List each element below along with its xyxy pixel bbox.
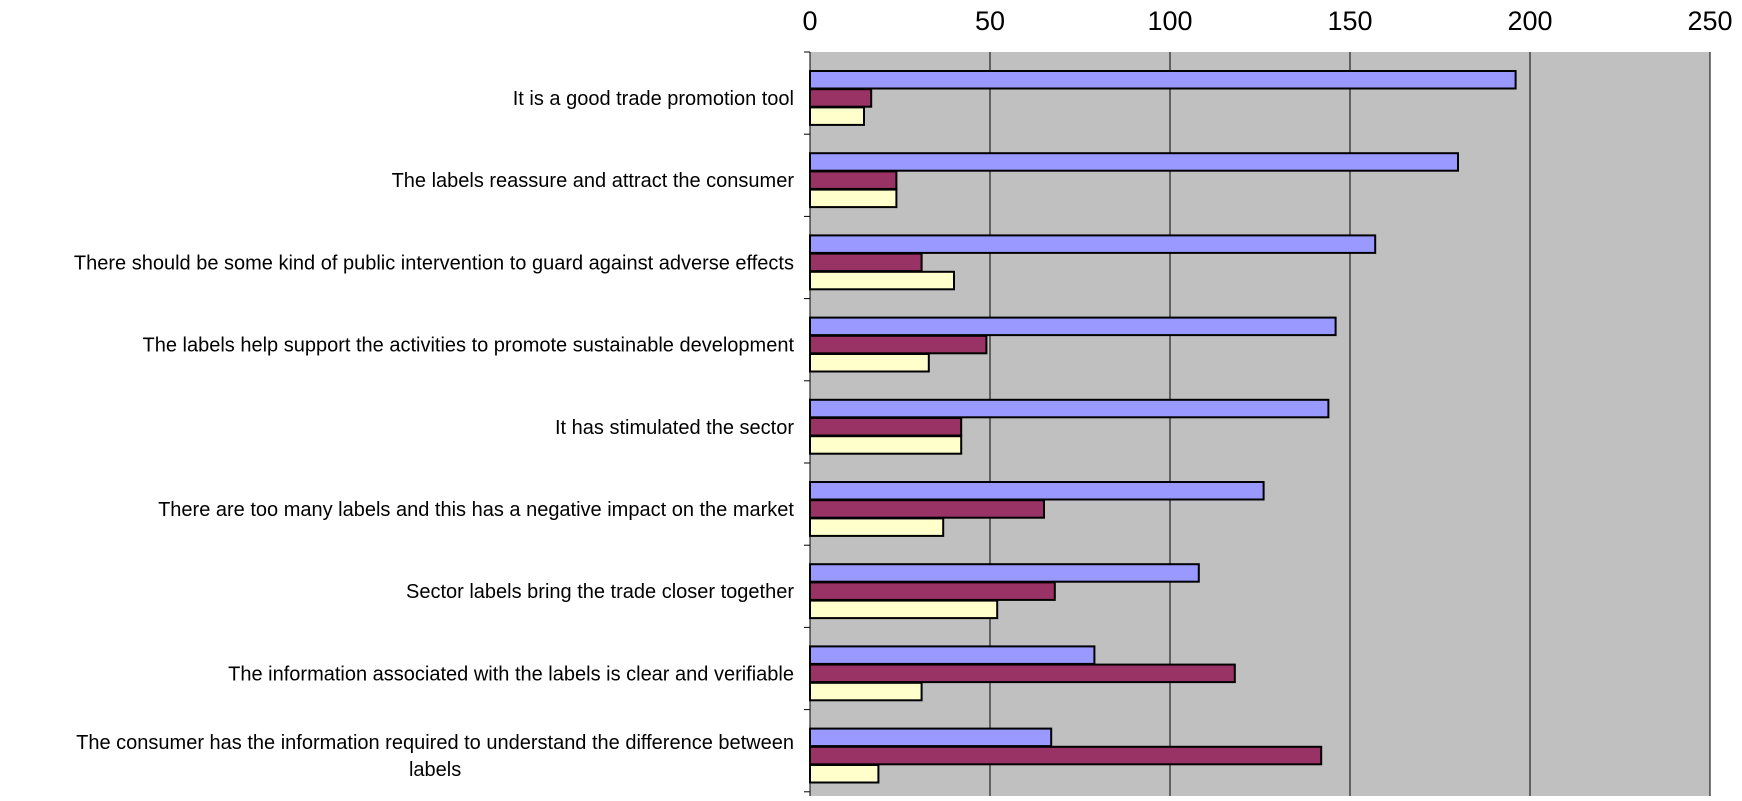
- bar-series1-cat2: [809, 152, 1459, 172]
- category-label-9-line-2: labels: [409, 759, 461, 781]
- bar-series3-cat1: [809, 106, 865, 126]
- category-label-1: It is a good trade promotion tool: [513, 88, 794, 110]
- category-label-3: There should be some kind of public inte…: [74, 252, 794, 274]
- bar-series2-cat4: [809, 334, 988, 355]
- bars: [809, 70, 1517, 784]
- y-axis-ticks: [804, 51, 810, 793]
- bar-series1-cat3: [809, 234, 1377, 254]
- bar-series2-cat3: [809, 252, 923, 273]
- bar-series3-cat2: [809, 188, 898, 209]
- bar-series2-cat8: [809, 663, 1236, 684]
- bar-series3-cat4: [809, 353, 930, 373]
- x-tick-label-3: 150: [1327, 6, 1372, 36]
- bar-series2-cat7: [809, 581, 1056, 601]
- bar-series3-cat8: [809, 681, 923, 702]
- bar-series1-cat5: [809, 398, 1330, 419]
- bar-series1-cat8: [809, 645, 1096, 665]
- bar-series1-cat6: [809, 481, 1265, 501]
- category-label-7: Sector labels bring the trade closer tog…: [406, 581, 794, 603]
- bar-series2-cat6: [809, 499, 1045, 519]
- category-label-5: It has stimulated the sector: [555, 417, 794, 439]
- bar-series1-cat1: [809, 70, 1517, 90]
- bar-series3-cat6: [809, 517, 945, 537]
- bar-series2-cat9: [809, 745, 1323, 766]
- category-label-6: There are too many labels and this has a…: [158, 499, 794, 521]
- bar-series2-cat5: [809, 417, 963, 437]
- bar-series2-cat2: [809, 170, 898, 190]
- bar-series3-cat3: [809, 270, 955, 291]
- category-labels: It is a good trade promotion tool The lab…: [74, 88, 795, 781]
- x-tick-label-5: 250: [1687, 6, 1732, 36]
- x-axis-tick-labels: 0 50 100 150 200 250: [802, 6, 1732, 36]
- category-label-2: The labels reassure and attract the cons…: [392, 170, 795, 192]
- bar-series2-cat1: [809, 88, 873, 108]
- bar-series3-cat7: [809, 599, 999, 620]
- category-label-9: The consumer has the information require…: [76, 732, 794, 781]
- x-tick-label-4: 200: [1507, 6, 1552, 36]
- category-label-9-line-1: The consumer has the information require…: [76, 732, 794, 754]
- bar-series1-cat7: [809, 563, 1200, 583]
- bar-series3-cat5: [809, 435, 963, 455]
- bar-series1-cat4: [809, 316, 1337, 337]
- bar-series3-cat9: [809, 764, 880, 784]
- x-tick-label-0: 0: [802, 6, 817, 36]
- category-label-8: The information associated with the labe…: [228, 663, 794, 685]
- bar-series1-cat9: [809, 727, 1053, 748]
- x-tick-label-1: 50: [975, 6, 1005, 36]
- x-tick-label-2: 100: [1147, 6, 1192, 36]
- category-label-4: The labels help support the activities t…: [143, 335, 795, 357]
